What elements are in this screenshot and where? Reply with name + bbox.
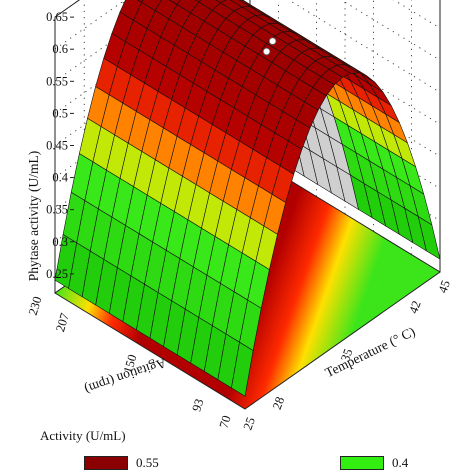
temperature-tick-label: 42	[406, 299, 423, 316]
z-tick-label: 0.55	[46, 74, 68, 88]
legend-label: 0.55	[136, 455, 159, 470]
z-tick-label: 0.6	[52, 42, 68, 56]
surface-patch	[417, 215, 441, 260]
temperature-tick-label: 28	[270, 395, 287, 412]
z-tick-label: 0.5	[52, 106, 68, 120]
agitation-tick-label: 93	[189, 397, 206, 413]
legend-item-low: 0.4	[340, 455, 408, 471]
agitation-tick-label: 207	[53, 311, 72, 333]
z-axis-ticks: 0.65 0.6 0.55 0.5 0.45 0.4 0.35 0.3 0.25	[46, 10, 74, 281]
z-axis-label: Phytase activity (U/mL)	[26, 151, 41, 281]
agitation-tick-label: 150	[121, 353, 140, 375]
temperature-tick-label: 35	[338, 347, 355, 364]
legend-item-high: 0.55	[84, 455, 159, 471]
observed-points	[262, 37, 277, 56]
legend-label: 0.4	[392, 455, 409, 470]
agitation-tick-label: 230	[26, 295, 45, 317]
z-tick-label: 0.3	[52, 235, 68, 249]
temperature-tick-label: 45	[436, 278, 453, 295]
agitation-tick-label: 70	[217, 414, 234, 430]
legend-swatch	[84, 456, 128, 470]
legend-swatch	[340, 456, 384, 470]
z-tick-label: 0.4	[52, 171, 68, 185]
observed-point	[268, 37, 277, 45]
z-tick-label: 0.45	[46, 138, 68, 152]
z-tick-label: 0.25	[46, 267, 68, 281]
legend-title: Activity (U/mL)	[40, 428, 126, 443]
temperature-tick-label: 25	[241, 415, 258, 432]
z-tick-label: 0.35	[46, 203, 68, 217]
temperature-axis-ticks: 25 28 35 42 45	[241, 278, 453, 432]
z-tick-label: 0.65	[46, 10, 68, 24]
observed-point	[262, 47, 271, 56]
response-surface	[54, 0, 441, 397]
agitation-axis-ticks: 230 207 150 93 70	[26, 295, 234, 430]
surface-patch	[194, 0, 202, 3]
